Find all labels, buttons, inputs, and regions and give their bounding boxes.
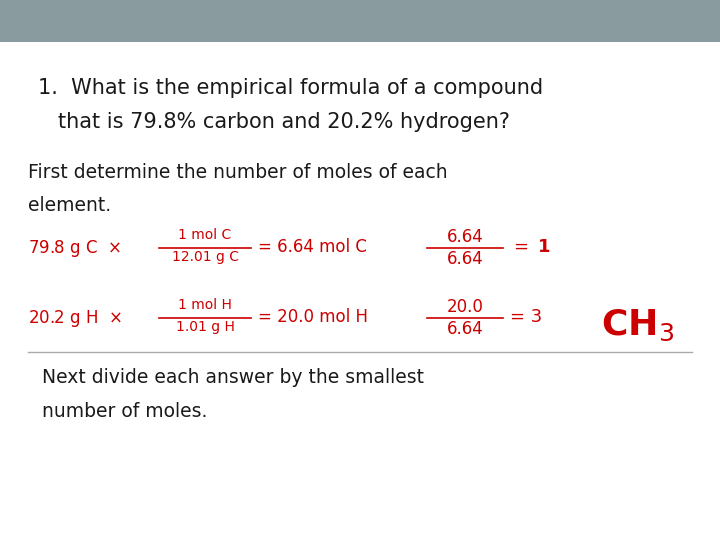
Text: 1 mol C: 1 mol C [179, 228, 232, 242]
Bar [0, 0, 720, 42]
Text: 20.2 g H  $\times$: 20.2 g H $\times$ [28, 308, 122, 329]
Text: number of moles.: number of moles. [42, 402, 207, 421]
Text: = 20.0 mol H: = 20.0 mol H [258, 308, 368, 326]
Text: Next divide each answer by the smallest: Next divide each answer by the smallest [42, 368, 424, 387]
Text: 79.8 g C  $\times$: 79.8 g C $\times$ [28, 238, 122, 259]
Text: = 6.64 mol C: = 6.64 mol C [258, 238, 367, 256]
Text: = 3: = 3 [510, 308, 542, 326]
Text: 6.64: 6.64 [446, 250, 483, 268]
Text: element.: element. [28, 196, 111, 215]
Text: First determine the number of moles of each: First determine the number of moles of e… [28, 163, 448, 182]
Text: 1.01 g H: 1.01 g H [176, 320, 235, 334]
Text: 20.0: 20.0 [446, 298, 483, 316]
Text: 1 mol H: 1 mol H [178, 298, 232, 312]
Text: 6.64: 6.64 [446, 320, 483, 338]
Text: 6.64: 6.64 [446, 228, 483, 246]
Text: 1.  What is the empirical formula of a compound: 1. What is the empirical formula of a co… [38, 78, 543, 98]
Text: 12.01 g C: 12.01 g C [171, 250, 238, 264]
Text: that is 79.8% carbon and 20.2% hydrogen?: that is 79.8% carbon and 20.2% hydrogen? [58, 112, 510, 132]
Text: $=$ $\mathbf{1}$: $=$ $\mathbf{1}$ [510, 238, 551, 256]
Text: CH$_3$: CH$_3$ [601, 308, 675, 343]
